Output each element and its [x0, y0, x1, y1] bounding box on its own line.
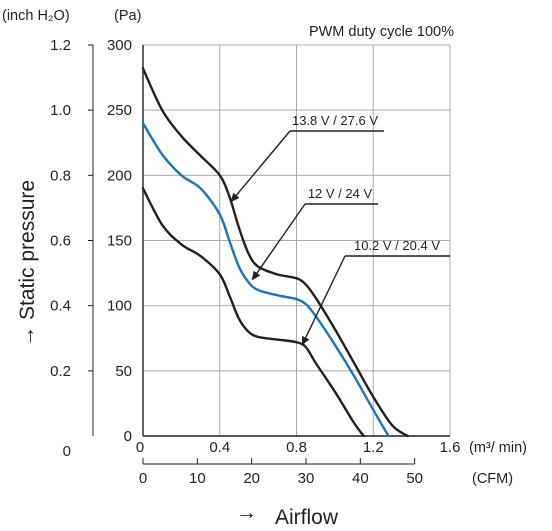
- annotations: 13.8 V / 27.6 V 12 V / 24 V 10.2 V / 20.4 …: [230, 113, 450, 346]
- grid-lines: [143, 44, 451, 436]
- y-secondary-tick-label: 0.4: [50, 298, 71, 315]
- y-secondary-tick-label: 1.0: [50, 102, 71, 119]
- x-primary-tick-label: 1.2: [363, 439, 384, 456]
- x-secondary-tick-label: 0: [139, 470, 147, 487]
- series-lines: [141, 67, 409, 438]
- axes: [88, 44, 450, 465]
- y-secondary-tick-label: 0.8: [50, 167, 71, 184]
- x-primary-unit: (m³/ min): [469, 440, 527, 456]
- chart-title: PWM duty cycle 100%: [309, 24, 454, 40]
- y-primary-tick-label: 200: [107, 167, 132, 184]
- y-primary-tick-label: 250: [107, 102, 132, 119]
- x-axis-title: → Airflow: [236, 501, 339, 529]
- y-secondary-tick-label: 0.2: [50, 363, 71, 380]
- y-primary-tick-label: 0: [124, 428, 132, 445]
- callout-arrow-2: [251, 203, 306, 281]
- y-axis-label: Static pressure: [16, 180, 39, 320]
- y-primary-tick-label: 50: [115, 363, 132, 380]
- x-primary-tick-label: 0.8: [286, 439, 307, 456]
- x-secondary-tick-label: 50: [406, 470, 423, 487]
- x-axis-label: Airflow: [275, 506, 339, 529]
- callout-arrow-3: [301, 255, 346, 346]
- x-secondary-tick-label: 10: [189, 470, 206, 487]
- series-label-1: 13.8 V / 27.6 V: [292, 113, 378, 128]
- x-axis-arrow: →: [236, 501, 257, 524]
- x-secondary-tick-label: 30: [298, 470, 315, 487]
- x-primary-tick-label: 0.4: [209, 439, 230, 456]
- y-secondary-tick-label: 1.2: [50, 37, 71, 54]
- series-label-3: 10.2 V / 20.4 V: [354, 238, 440, 253]
- y-secondary-tick-label: 0: [63, 443, 71, 460]
- x-secondary-unit: (CFM): [472, 471, 513, 487]
- y-primary-unit: (Pa): [114, 8, 141, 24]
- series-line-2: [141, 122, 390, 438]
- series-line-3: [141, 187, 365, 438]
- y-secondary-unit: (inch H₂O): [2, 8, 70, 24]
- y-secondary-tick-label: 0.6: [50, 233, 71, 250]
- y-axis-arrow: →: [16, 326, 39, 347]
- y-axis-title: → Static pressure: [16, 180, 39, 347]
- x-secondary-tick-label: 40: [352, 470, 369, 487]
- series-label-2: 12 V / 24 V: [308, 186, 373, 201]
- x-primary-tick-label: 1.6: [440, 439, 461, 456]
- y-primary-tick-label: 100: [107, 298, 132, 315]
- y-primary-tick-label: 300: [107, 37, 132, 54]
- x-secondary-tick-label: 20: [243, 470, 260, 487]
- y-primary-tick-label: 150: [107, 233, 132, 250]
- x-primary-tick-label: 0: [136, 439, 144, 456]
- callout-arrow-1: [230, 130, 291, 203]
- series-line-1: [141, 67, 409, 438]
